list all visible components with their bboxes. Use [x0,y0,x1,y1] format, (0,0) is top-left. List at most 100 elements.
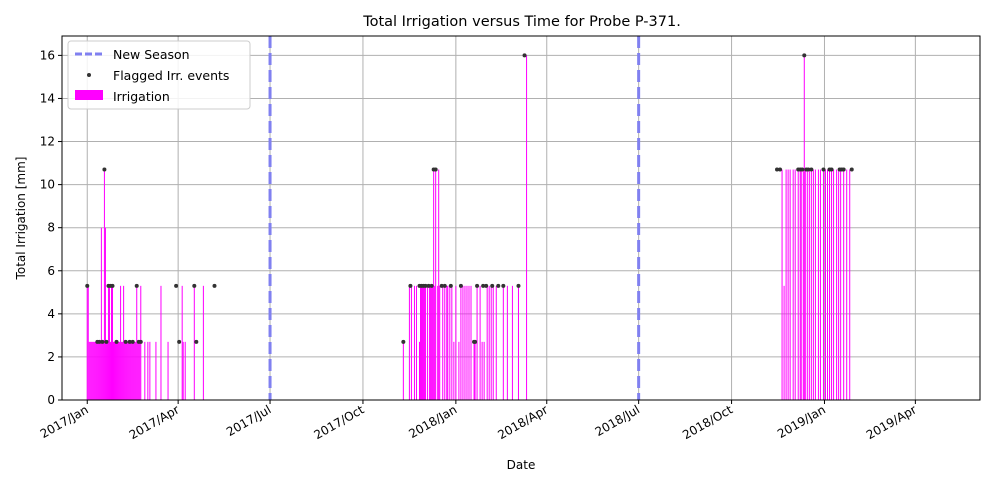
flagged-event-point [522,53,527,58]
legend-irrigation-swatch [75,90,103,100]
flagged-event-point [802,53,807,58]
irrigation-bar [427,285,429,400]
irrigation-bar [486,285,488,400]
irrigation-bar [810,169,812,400]
irrigation-bar [121,341,123,400]
flagged-event-point [475,283,480,288]
flagged-event-point [829,167,834,172]
irrigation-bar [124,341,126,400]
x-tick-label: 2018/Oct [680,402,735,442]
y-tick-label: 14 [40,91,55,105]
x-tick-label: 2018/Jul [593,402,642,439]
irrigation-bar [420,285,422,400]
irrigation-bar [470,285,472,400]
y-tick-label: 16 [40,48,55,62]
flagged-event-point [439,283,444,288]
irrigation-bar [495,285,497,400]
irrigation-bar [804,169,806,400]
irrigation-bar [102,341,104,400]
flagged-event-point [130,339,135,344]
flagged-events [85,53,854,344]
irrigation-bar [435,169,437,400]
irrigation-bar [425,285,427,400]
flagged-event-point [100,339,105,344]
irrigation-bar [429,285,431,400]
irrigation-bar [136,285,138,400]
irrigation-bar [137,341,139,400]
legend: New Season Flagged Irr. events Irrigatio… [67,40,251,110]
x-tick-label: 2017/Jan [38,402,91,441]
irrigation-bar [126,341,128,400]
irrigation-bar [202,285,204,400]
legend-flag-swatch [87,73,91,77]
flagged-event-point [423,283,428,288]
flagged-event-point [442,283,447,288]
irrigation-bar [506,285,508,400]
irrigation-bar [789,169,791,400]
y-tick-label: 12 [40,135,55,149]
irrigation-bar [434,285,436,400]
flagged-event-point [433,167,438,172]
irrigation-bar [88,341,90,400]
plot-frame [61,35,981,401]
irrigation-bar [829,169,831,400]
irrigation-bar [103,169,105,400]
irrigation-bar [846,169,848,400]
irrigation-bar [432,285,434,400]
irrigation-bar [439,285,441,400]
flagged-event-point [429,283,434,288]
irrigation-bar [476,285,478,400]
irrigation-bar [797,169,799,400]
flagged-event-point [849,167,854,172]
irrigation-bar [817,169,819,400]
irrigation-bar [110,285,112,400]
flagged-event-point [123,339,128,344]
legend-box [67,40,251,110]
irrigation-bar [419,341,421,400]
flagged-event-point [174,283,179,288]
flagged-event-point [448,283,453,288]
irrigation-bar [109,341,111,400]
irrigation-bar [413,285,415,400]
irrigation-bar [122,341,124,400]
x-tick-label: 2017/Jul [224,402,273,439]
y-tick-label: 4 [47,307,55,321]
irrigation-bar [451,285,453,400]
irrigation-bar [431,285,433,400]
irrigation-bar [794,169,796,400]
irrigation-bar [806,169,808,400]
x-tick-label: 2019/Apr [864,402,919,442]
flagged-event-point [401,339,406,344]
irrigation-bar [160,285,162,400]
irrigation-bar [182,341,184,400]
irrigation-bar [526,55,528,401]
irrigation-bar [849,169,851,400]
irrigation-bar [453,341,455,400]
y-tick-label: 2 [47,350,55,364]
irrigation-bars [86,55,851,401]
flagged-event-point [426,283,431,288]
irrigation-bar [843,169,845,400]
irrigation-bar [831,169,833,400]
legend-flag-label: Flagged Irr. events [113,68,229,83]
irrigation-bar [814,169,816,400]
irrigation-bar [134,341,136,400]
irrigation-bar [144,341,146,400]
irrigation-bar [415,285,417,400]
flagged-event-point [114,339,119,344]
irrigation-bar [91,341,93,400]
irrigation-bar [803,55,805,401]
y-axis-ticks: 0 2 4 6 8 10 12 14 16 [40,48,62,407]
flagged-event-point [458,283,463,288]
irrigation-bar [106,341,108,400]
flagged-event-point [516,283,521,288]
irrigation-bar [115,341,117,400]
irrigation-bar [422,285,424,400]
irrigation-bar [781,169,783,400]
irrigation-bar [117,341,119,400]
irrigation-bar [444,285,446,400]
irrigation-bar [433,169,435,400]
irrigation-bar [135,341,137,400]
x-tick-label: 2019/Jan [775,402,828,441]
irrigation-bar [808,169,810,400]
